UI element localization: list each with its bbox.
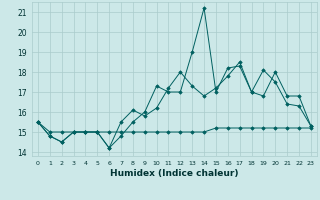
X-axis label: Humidex (Indice chaleur): Humidex (Indice chaleur)	[110, 169, 239, 178]
